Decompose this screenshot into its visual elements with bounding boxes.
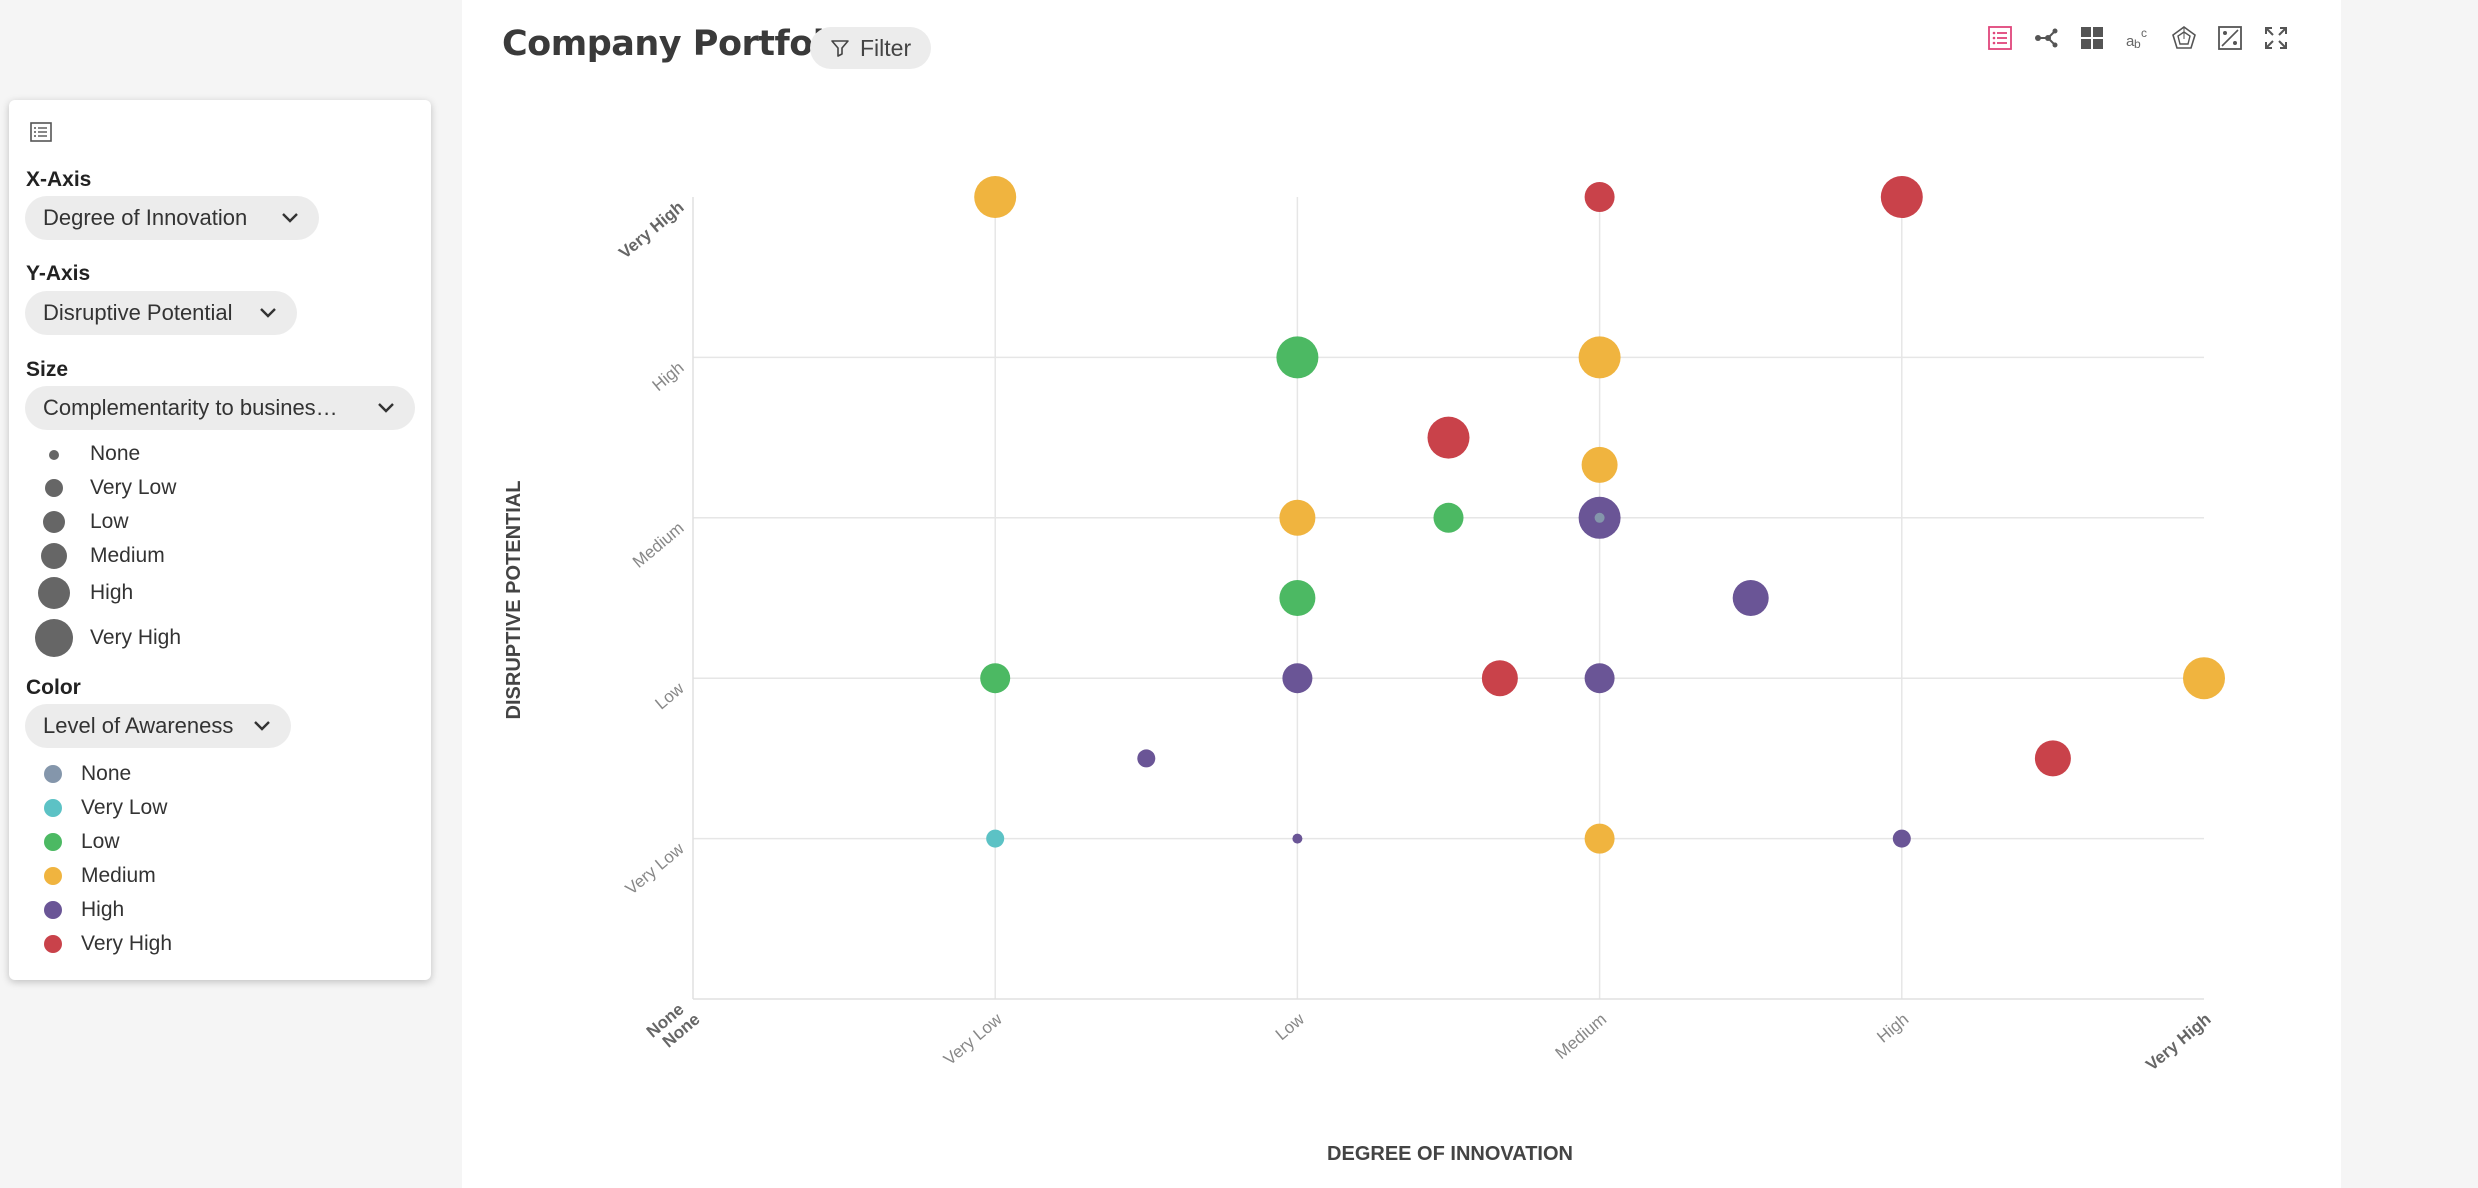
x-tick-label: Low: [1272, 1009, 1309, 1044]
chart-points: [974, 176, 2225, 854]
page-title: Company Portfolio: [502, 24, 860, 64]
x-tick-label: High: [1873, 1010, 1912, 1047]
data-point: [1584, 823, 1615, 854]
x-axis-dropdown[interactable]: Degree of Innovation: [25, 196, 319, 240]
size-dot-very-low: [45, 479, 63, 497]
size-legend-label: Very High: [90, 626, 182, 649]
data-point: [1732, 580, 1769, 616]
data-point: [1276, 336, 1319, 379]
data-point: [2034, 740, 2071, 777]
y-tick-label: Very Low: [622, 839, 688, 899]
svg-text:b: b: [2134, 37, 2141, 51]
color-label: Color: [26, 676, 81, 699]
size-dot-high: [38, 577, 70, 609]
x-tick-label: Very Low: [940, 1009, 1006, 1069]
y-axis-label: Y-Axis: [26, 262, 91, 285]
data-point: [1292, 833, 1303, 844]
size-legend-label: Low: [90, 510, 129, 533]
data-point: [1279, 580, 1316, 616]
x-axis-label: X-Axis: [26, 168, 92, 191]
data-point: [974, 176, 1017, 218]
color-swatch: [44, 765, 62, 783]
data-point: [1282, 663, 1313, 694]
svg-text:c: c: [2141, 26, 2147, 40]
y-tick-label: Very High: [615, 198, 687, 263]
filter-label: Filter: [860, 34, 912, 61]
main-panel: [462, 0, 2341, 1188]
size-legend-label: Medium: [90, 544, 165, 567]
data-point: [1892, 829, 1911, 848]
grid-icon[interactable]: [2078, 24, 2106, 52]
size-dropdown[interactable]: Complementarity to busines…: [25, 386, 415, 430]
list-view-icon[interactable]: [1986, 24, 2014, 52]
x-tick-label: Very High: [2142, 1010, 2214, 1075]
data-point: [2183, 657, 2225, 700]
color-legend-label: High: [81, 898, 125, 921]
fullscreen-icon[interactable]: [2262, 24, 2290, 52]
y-tick-label: Medium: [629, 518, 688, 571]
size-dot-none: [49, 450, 59, 460]
x-tick-label: Medium: [1552, 1010, 1611, 1063]
svg-text:a: a: [2126, 33, 2135, 50]
color-legend-label: None: [81, 762, 132, 785]
view-toolbar: a b c: [1986, 24, 2290, 52]
color-swatch: [44, 935, 62, 953]
chevron-down-icon: [282, 213, 298, 223]
y-tick-label: High: [649, 358, 688, 395]
color-dropdown[interactable]: Level of Awareness: [25, 704, 291, 748]
data-point: [1880, 176, 1923, 218]
y-tick-label: Low: [651, 678, 688, 713]
y-axis-title: DISRUPTIVE POTENTIAL: [503, 481, 525, 720]
x-axis-title: DEGREE OF INNOVATION: [1327, 1143, 1573, 1165]
data-point: [1578, 336, 1621, 379]
word-cloud-icon[interactable]: a b c: [2124, 24, 2152, 52]
data-point: [1584, 182, 1615, 212]
data-point: [1137, 749, 1156, 768]
size-label: Size: [26, 358, 69, 381]
color-legend-label: Medium: [81, 864, 156, 887]
size-legend-label: None: [90, 442, 141, 465]
data-point: [986, 829, 1005, 848]
data-point: [1433, 502, 1464, 533]
y-axis-dropdown[interactable]: Disruptive Potential: [25, 291, 297, 335]
network-icon[interactable]: [2032, 24, 2060, 52]
chart-settings-panel: X-Axis Degree of Innovation Y-Axis Disru…: [9, 100, 431, 980]
data-point: [1427, 416, 1470, 459]
color-legend-label: Very Low: [81, 796, 168, 819]
color-swatch: [44, 833, 62, 851]
data-point: [1594, 512, 1605, 523]
size-dot-medium: [41, 543, 67, 569]
color-legend-label: Low: [81, 830, 120, 853]
size-dot-low: [43, 511, 65, 533]
data-point: [1279, 499, 1316, 536]
data-point: [1581, 446, 1618, 483]
size-legend-label: High: [90, 581, 134, 604]
filter-button[interactable]: Filter: [810, 27, 932, 69]
radar-icon[interactable]: [2170, 24, 2198, 52]
chevron-down-icon: [260, 308, 276, 318]
scatter-plot-icon[interactable]: [2216, 24, 2244, 52]
data-point: [980, 663, 1011, 694]
data-point: [1481, 660, 1518, 697]
color-swatch: [44, 867, 62, 885]
size-dot-very-high: [35, 619, 73, 657]
color-swatch: [44, 799, 62, 817]
color-legend-label: Very High: [81, 932, 173, 955]
chart-grid: [693, 197, 2204, 999]
chevron-down-icon: [378, 403, 394, 413]
data-point: [1584, 663, 1615, 694]
chevron-down-icon: [254, 721, 270, 731]
settings-list-icon[interactable]: [29, 120, 53, 144]
filter-icon: [831, 40, 849, 57]
color-swatch: [44, 901, 62, 919]
size-legend-label: Very Low: [90, 476, 177, 499]
